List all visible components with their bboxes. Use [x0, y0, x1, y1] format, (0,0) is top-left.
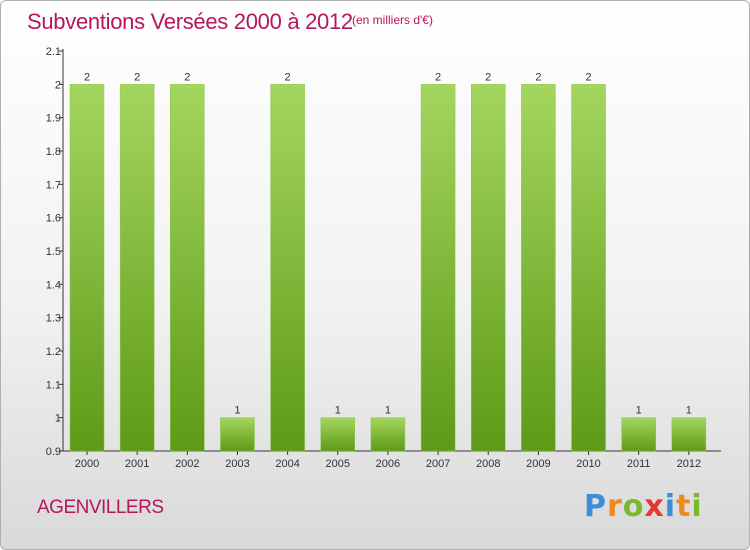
bar	[521, 84, 556, 452]
y-tick-label: 1.6	[46, 213, 61, 225]
y-tick-label: 1.4	[46, 279, 61, 291]
bar-value-label: 2	[435, 71, 441, 83]
bar	[220, 417, 255, 452]
y-tick-label: 1	[55, 413, 61, 425]
bar-value-label: 2	[285, 71, 291, 83]
chart-title: Subventions Versées 2000 à 2012	[27, 9, 353, 34]
y-tick-label: 2	[55, 79, 61, 91]
bar	[69, 84, 105, 452]
bar	[671, 417, 707, 452]
bar	[621, 417, 656, 452]
bar	[119, 84, 155, 452]
bar	[420, 84, 456, 452]
y-tick-label: 1.1	[46, 379, 61, 391]
y-tick-label: 1.3	[46, 313, 61, 325]
x-tick-label: 2011	[627, 458, 651, 470]
x-tick-label: 2010	[576, 458, 600, 470]
x-tick-label: 2000	[75, 458, 99, 470]
x-tick-label: 2004	[275, 458, 299, 470]
x-tick-label: 2008	[476, 458, 500, 470]
x-tick-label: 2001	[125, 458, 149, 470]
x-tick-label: 2005	[326, 458, 350, 470]
bar-value-label: 1	[234, 405, 240, 417]
bar	[270, 84, 305, 452]
x-tick-label: 2006	[376, 458, 400, 470]
x-tick-label: 2012	[677, 458, 701, 470]
x-tick-label: 2007	[426, 458, 450, 470]
bar-value-label: 2	[485, 71, 491, 83]
y-tick-label: 1.8	[46, 146, 61, 158]
bar	[320, 417, 356, 452]
bar	[370, 417, 406, 452]
y-tick-label: 1.5	[46, 246, 61, 258]
bar	[470, 84, 506, 452]
x-tick-label: 2002	[175, 458, 199, 470]
chart-unit-note: (en milliers d'€)	[352, 13, 433, 27]
x-tick-label: 2003	[225, 458, 249, 470]
bar	[170, 84, 205, 452]
bar-value-label: 2	[535, 71, 541, 83]
y-tick-label: 1.7	[46, 179, 61, 191]
proxiti-logo: Proxiti	[584, 489, 703, 524]
bar	[571, 84, 606, 452]
y-tick-label: 0.9	[46, 446, 61, 458]
bar-value-label: 1	[636, 405, 642, 417]
location-name: AGENVILLERS	[37, 497, 164, 518]
x-tick-label: 2009	[526, 458, 550, 470]
bar-value-label: 2	[585, 71, 591, 83]
bar-value-label: 1	[686, 405, 692, 417]
bar-value-label: 2	[84, 71, 90, 83]
bar-value-label: 1	[385, 405, 391, 417]
y-tick-label: 1.2	[46, 346, 61, 358]
y-tick-label: 1.9	[46, 113, 61, 125]
bar-value-label: 2	[184, 71, 190, 83]
y-tick-label: 2.1	[46, 46, 61, 58]
bar-value-label: 1	[335, 405, 341, 417]
bar-value-label: 2	[134, 71, 140, 83]
